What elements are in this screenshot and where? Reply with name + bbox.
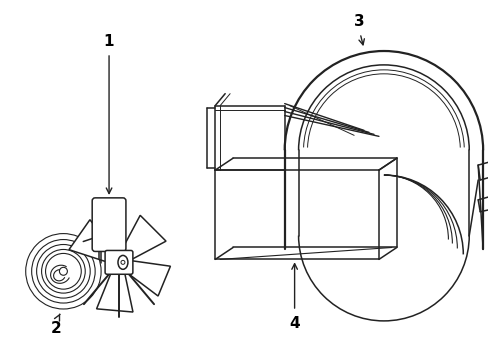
Text: 3: 3 (354, 14, 365, 29)
Ellipse shape (118, 255, 128, 269)
Polygon shape (97, 273, 133, 312)
FancyBboxPatch shape (105, 251, 133, 274)
Polygon shape (69, 220, 114, 262)
Polygon shape (127, 261, 171, 296)
Text: 4: 4 (289, 316, 300, 332)
Circle shape (121, 260, 125, 264)
FancyBboxPatch shape (92, 198, 126, 251)
Circle shape (59, 267, 68, 275)
Text: 2: 2 (51, 321, 62, 336)
Text: 1: 1 (104, 33, 114, 49)
Polygon shape (122, 215, 166, 260)
